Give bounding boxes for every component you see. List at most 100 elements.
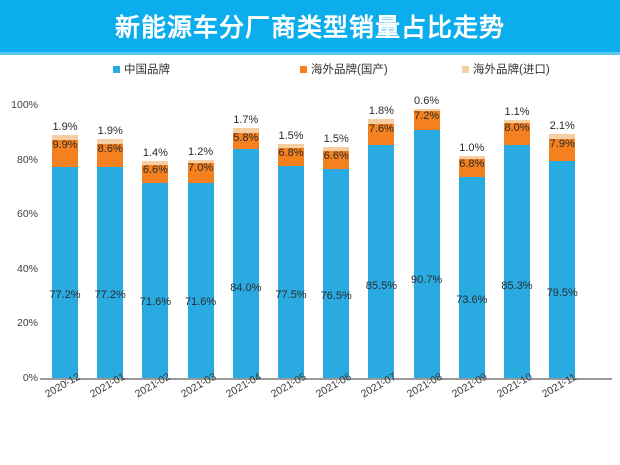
bar-group[interactable] [52, 135, 78, 378]
bar-group[interactable] [142, 160, 169, 378]
legend-swatch-icon [113, 65, 120, 73]
bar-label-overseas-import: 1.5% [278, 129, 304, 142]
y-axis-tick-label: 60% [16, 208, 38, 221]
bar-label-overseas-domestic: 7.2% [414, 109, 440, 122]
bar-segment-overseas-domestic[interactable] [413, 110, 440, 131]
bar-segment-overseas-import[interactable] [323, 147, 350, 152]
bar-group[interactable] [413, 109, 440, 378]
bar-segment-overseas-import[interactable] [458, 155, 485, 159]
bar-label-overseas-import: 1.9% [52, 121, 78, 134]
bar-label-overseas-import: 1.5% [323, 133, 349, 146]
bar-segment-overseas-import[interactable] [187, 160, 214, 164]
bar-segment-overseas-domestic[interactable] [323, 151, 350, 170]
y-axis-tick-label: 0% [22, 372, 38, 384]
bar-segment-overseas-domestic[interactable] [187, 163, 214, 183]
bar-segment-china-brand[interactable] [458, 177, 485, 378]
bar-segment-overseas-import[interactable] [97, 138, 124, 144]
page-title: 新能源车分厂商类型销量占比走势 [114, 14, 505, 42]
bar-label-overseas-import: 1.9% [97, 124, 123, 137]
bar-segment-overseas-import[interactable] [232, 128, 259, 133]
bar-segment-overseas-domestic[interactable] [549, 139, 576, 161]
bar-group[interactable] [458, 155, 485, 378]
x-axis-tick-mark [562, 378, 564, 383]
bar-segment-china-brand[interactable] [323, 169, 350, 378]
bar-label-china-brand: 85.5% [365, 279, 397, 292]
legend-swatch-icon [462, 65, 469, 73]
bar-segment-china-brand[interactable] [413, 130, 440, 378]
bar-label-china-brand: 79.5% [546, 286, 578, 299]
bar-segment-china-brand[interactable] [278, 166, 304, 378]
bar-label-overseas-domestic: 6.8% [459, 157, 485, 170]
legend-item-3[interactable]: 海外品牌(进口) [462, 60, 550, 78]
x-axis-tick-mark [245, 378, 247, 383]
bar-segment-china-brand[interactable] [368, 144, 395, 378]
y-axis-tick-label: 80% [16, 153, 38, 166]
bar-segment-china-brand[interactable] [52, 167, 78, 378]
legend-item-1[interactable]: 中国品牌 [113, 60, 170, 78]
bar-segment-overseas-import[interactable] [549, 133, 576, 140]
bar-group[interactable] [187, 160, 214, 378]
bar-label-overseas-domestic: 6.6% [323, 150, 349, 163]
y-axis: 0% 20% 40% 60% 80% 100% [0, 95, 42, 385]
bar-label-overseas-import: 1.0% [459, 141, 485, 154]
bar-segment-overseas-import[interactable] [142, 160, 169, 165]
bar-label-overseas-import: 0.6% [414, 95, 440, 108]
bar-label-china-brand: 84.0% [230, 281, 262, 294]
bar-group[interactable] [549, 133, 576, 378]
bar-label-china-brand: 76.5% [320, 290, 352, 303]
bar-label-overseas-import: 1.8% [368, 104, 394, 117]
y-axis-tick-label: 40% [16, 262, 38, 275]
bar-segment-overseas-domestic[interactable] [278, 147, 304, 167]
bar-segment-china-brand[interactable] [187, 182, 214, 378]
bar-label-overseas-import: 1.7% [233, 114, 259, 127]
bar-segment-china-brand[interactable] [97, 167, 124, 378]
bar-segment-overseas-domestic[interactable] [97, 143, 124, 168]
bar-segment-overseas-import[interactable] [504, 120, 530, 124]
bar-label-china-brand: 71.6% [139, 295, 171, 308]
bar-segment-overseas-domestic[interactable] [458, 158, 485, 178]
bar-label-china-brand: 77.2% [94, 289, 126, 302]
bar-segment-overseas-domestic[interactable] [142, 164, 169, 183]
bar-segment-overseas-domestic[interactable] [504, 123, 530, 146]
header-underline [0, 52, 620, 55]
bar-group[interactable] [504, 120, 530, 378]
bar-segment-china-brand[interactable] [504, 145, 530, 378]
bar-segment-china-brand[interactable] [232, 148, 259, 378]
bar-group[interactable] [368, 118, 395, 378]
bar-label-china-brand: 73.6% [456, 293, 488, 306]
bar-segment-china-brand[interactable] [549, 160, 576, 378]
bar-label-overseas-import: 1.1% [504, 106, 530, 119]
bar-segment-overseas-domestic[interactable] [52, 140, 78, 168]
bar-label-overseas-domestic: 6.8% [278, 146, 304, 159]
bar-group[interactable] [97, 138, 124, 378]
x-axis-tick-mark [381, 378, 383, 383]
x-axis-tick-mark [155, 378, 157, 383]
bar-label-overseas-domestic: 5.8% [233, 131, 259, 144]
legend-item-2[interactable]: 海外品牌(国产) [300, 60, 388, 78]
bar-group[interactable] [278, 143, 304, 378]
x-axis-tick-mark [336, 378, 338, 383]
bar-label-china-brand: 77.2% [49, 289, 81, 302]
bar-label-china-brand: 71.6% [184, 295, 217, 308]
bar-label-overseas-domestic: 8.6% [97, 142, 123, 155]
legend-swatch-icon [300, 65, 307, 73]
x-axis-tick-mark [471, 378, 473, 383]
bar-segment-overseas-domestic[interactable] [368, 123, 395, 145]
bar-group[interactable] [323, 147, 350, 378]
bar-segment-overseas-domestic[interactable] [232, 132, 259, 149]
x-axis-line [40, 378, 612, 380]
legend-label: 海外品牌(国产) [311, 64, 388, 76]
bar-segment-overseas-import[interactable] [52, 135, 78, 141]
bar-segment-china-brand[interactable] [142, 182, 169, 378]
header-bar [0, 0, 620, 52]
bar-label-china-brand: 85.3% [501, 280, 533, 293]
x-axis-tick-mark [426, 378, 428, 383]
bar-segment-overseas-import[interactable] [278, 143, 304, 148]
bar-segment-overseas-import[interactable] [368, 118, 395, 124]
bar-label-overseas-domestic: 8.0% [504, 122, 530, 135]
bar-label-overseas-import: 1.2% [188, 146, 214, 159]
bar-label-overseas-domestic: 7.6% [368, 122, 394, 135]
legend-label: 中国品牌 [124, 64, 170, 76]
bar-group[interactable] [232, 128, 259, 378]
bar-segment-overseas-import[interactable] [413, 109, 440, 111]
